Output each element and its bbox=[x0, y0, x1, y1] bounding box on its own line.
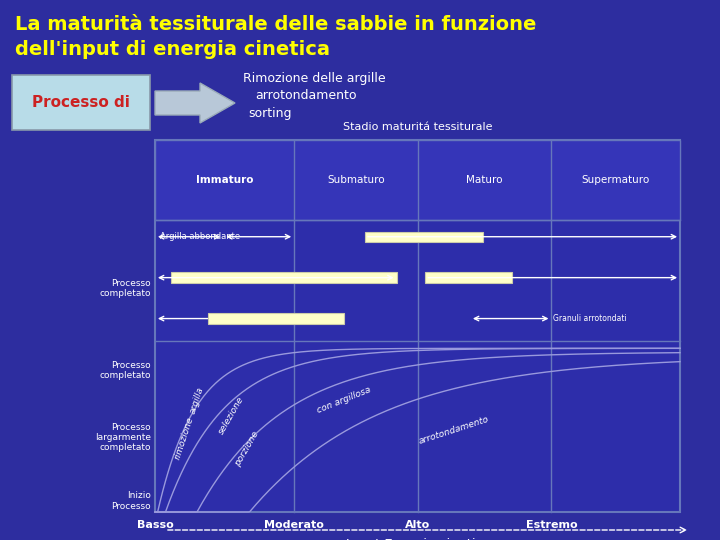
Text: Rimozione delle argille: Rimozione delle argille bbox=[243, 72, 386, 85]
Text: Alto: Alto bbox=[405, 520, 430, 530]
Text: dell'input di energia cinetica: dell'input di energia cinetica bbox=[15, 40, 330, 59]
Text: Supermaturo: Supermaturo bbox=[582, 175, 650, 185]
Bar bbox=[207, 313, 344, 324]
Text: Stadio maturitá tessiturale: Stadio maturitá tessiturale bbox=[343, 122, 492, 132]
Text: Immaturo: Immaturo bbox=[196, 175, 253, 185]
Text: Granuli arrotondati: Granuli arrotondati bbox=[553, 314, 626, 323]
Text: Inizio
Processo: Inizio Processo bbox=[112, 491, 151, 510]
Text: Input Energia cinetica: Input Energia cinetica bbox=[345, 538, 490, 540]
Text: Moderato: Moderato bbox=[264, 520, 324, 530]
Text: con argillosa: con argillosa bbox=[315, 386, 372, 415]
Bar bbox=[171, 272, 397, 283]
Text: rimozione: rimozione bbox=[173, 415, 195, 460]
Text: Processo
largarmente
completato: Processo largarmente completato bbox=[95, 423, 151, 453]
Bar bbox=[155, 140, 680, 220]
Text: argilla: argilla bbox=[189, 386, 206, 415]
Text: Processo di: Processo di bbox=[32, 95, 130, 110]
Text: Processo
completato: Processo completato bbox=[99, 361, 151, 380]
Text: porzione: porzione bbox=[233, 430, 261, 468]
Text: arrotondamento: arrotondamento bbox=[255, 89, 356, 102]
Text: Basso: Basso bbox=[137, 520, 174, 530]
Bar bbox=[426, 272, 512, 283]
Text: selezione: selezione bbox=[217, 395, 246, 436]
Bar bbox=[12, 75, 150, 130]
Text: arrotondamento: arrotondamento bbox=[418, 415, 490, 446]
Text: Submaturo: Submaturo bbox=[327, 175, 384, 185]
Text: Estremo: Estremo bbox=[526, 520, 577, 530]
Polygon shape bbox=[155, 83, 235, 123]
Text: Argilla abbondante: Argilla abbondante bbox=[161, 232, 240, 241]
Text: La maturità tessiturale delle sabbie in funzione: La maturità tessiturale delle sabbie in … bbox=[15, 15, 536, 34]
Bar bbox=[365, 232, 483, 242]
Bar bbox=[155, 140, 680, 512]
Text: Maturo: Maturo bbox=[466, 175, 503, 185]
Text: sorting: sorting bbox=[248, 107, 292, 120]
Text: Processo
completato: Processo completato bbox=[99, 279, 151, 299]
